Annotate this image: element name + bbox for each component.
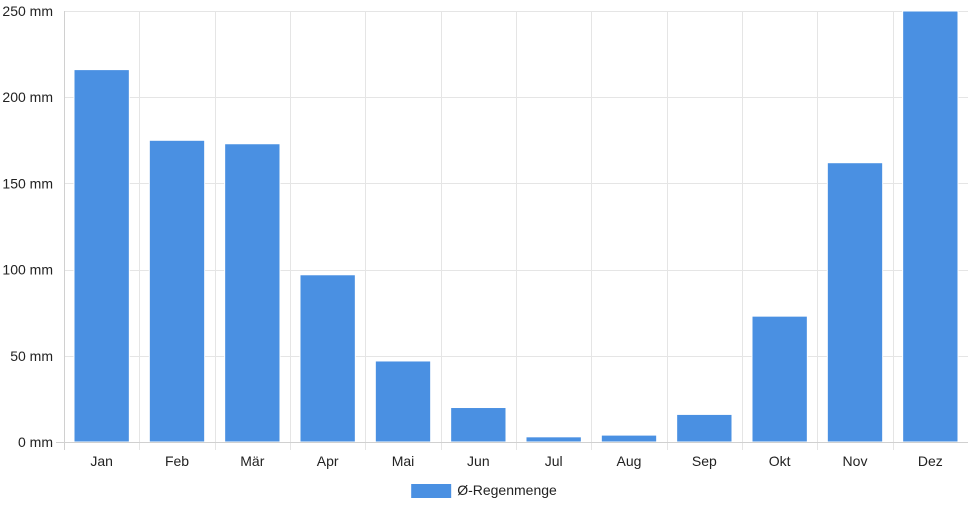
y-tick-label: 50 mm	[10, 348, 53, 364]
bar-0[interactable]	[73, 69, 130, 443]
legend-swatch	[411, 484, 452, 498]
x-tick-label: Aug	[617, 453, 642, 469]
y-tick-label: 0 mm	[18, 434, 53, 450]
x-tick-label: Jan	[90, 453, 113, 469]
legend[interactable]: Ø-Regenmenge	[411, 482, 557, 498]
bar-6[interactable]	[525, 436, 582, 443]
x-tick-label: Dez	[918, 453, 943, 469]
bar-9[interactable]	[751, 315, 808, 443]
bar-7[interactable]	[600, 434, 658, 443]
bar-5[interactable]	[450, 407, 507, 443]
y-tick-label: 150 mm	[2, 175, 53, 191]
y-tick-label: 200 mm	[2, 89, 53, 105]
x-tick-label: Feb	[165, 453, 189, 469]
y-tick-label: 100 mm	[2, 262, 53, 278]
x-tick-label: Okt	[769, 453, 791, 469]
legend-label: Ø-Regenmenge	[457, 482, 557, 498]
x-tick-label: Jul	[545, 453, 563, 469]
bar-3[interactable]	[299, 274, 356, 443]
x-tick-label: Mai	[392, 453, 415, 469]
x-tick-label: Nov	[843, 453, 868, 469]
bar-1[interactable]	[148, 139, 206, 443]
x-tick-label: Sep	[692, 453, 717, 469]
bar-4[interactable]	[374, 360, 432, 443]
bar-2[interactable]	[224, 143, 281, 443]
bar-10[interactable]	[826, 162, 884, 443]
grid-lines	[64, 11, 968, 450]
bar-11[interactable]	[902, 10, 959, 443]
axes	[56, 11, 968, 450]
x-axis-tick-labels: Jan Feb Mär Apr Mai Jun Jul Aug Sep Okt Nov Dez	[90, 453, 942, 469]
y-tick-label: 250 mm	[2, 3, 53, 19]
x-tick-label: Jun	[467, 453, 490, 469]
x-tick-label: Mär	[240, 453, 264, 469]
bars	[73, 10, 959, 443]
x-tick-label: Apr	[317, 453, 339, 469]
y-axis-tick-labels: 0 mm 50 mm 100 mm 150 mm 200 mm 250 mm	[2, 3, 53, 450]
bar-8[interactable]	[676, 413, 733, 443]
